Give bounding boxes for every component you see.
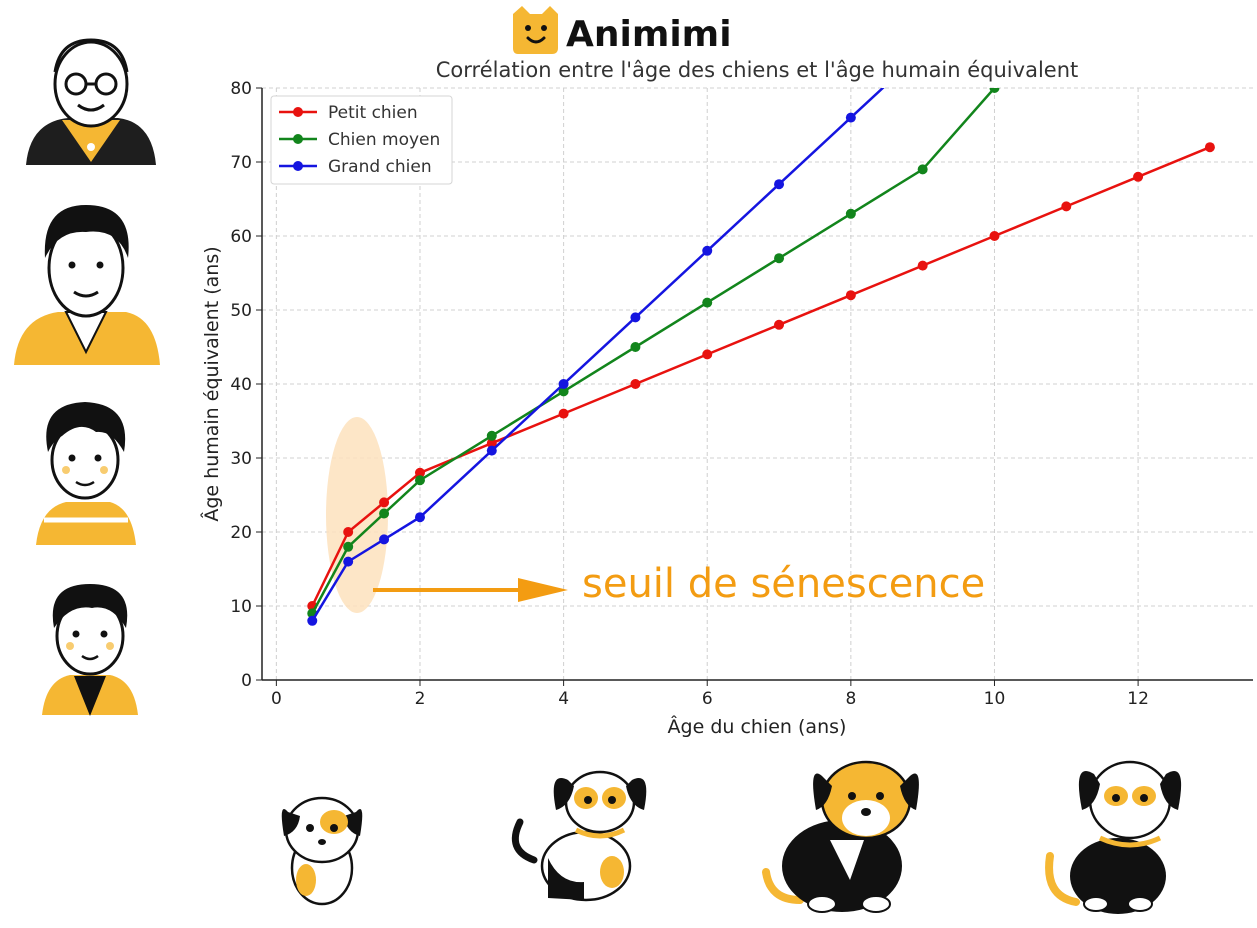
data-point <box>917 164 928 175</box>
teen-boy-illustration <box>36 402 136 545</box>
x-tick-label: 2 <box>415 689 426 709</box>
legend: Petit chien Chien moyen Grand chien <box>270 95 453 185</box>
data-point <box>630 379 641 389</box>
legend-marker <box>293 161 303 171</box>
data-point <box>343 527 354 537</box>
senescence-highlight <box>326 417 388 613</box>
data-point <box>774 253 785 264</box>
data-point <box>774 179 785 190</box>
legend-label: Chien moyen <box>328 130 440 150</box>
y-axis-label: Âge humain équivalent (ans) <box>200 246 223 521</box>
brand-name: Animimi <box>566 14 732 55</box>
data-point <box>379 508 390 519</box>
data-point <box>845 208 856 219</box>
data-point <box>1061 201 1072 212</box>
grid <box>262 87 1253 681</box>
series-layer <box>307 46 1215 626</box>
data-point <box>343 556 354 567</box>
data-point <box>845 112 856 123</box>
data-point <box>917 260 928 271</box>
series-line <box>311 146 1211 607</box>
annotation-arrowhead <box>518 578 568 602</box>
data-point <box>414 512 425 523</box>
y-tick-label: 70 <box>230 153 252 173</box>
data-point <box>774 319 785 330</box>
series-chien-moyen <box>307 88 1000 619</box>
child-boy-illustration <box>42 584 138 716</box>
series-line <box>311 88 996 614</box>
y-tick-label: 0 <box>241 671 252 691</box>
data-point <box>1133 171 1144 182</box>
x-tick-label: 0 <box>271 689 282 709</box>
data-point <box>918 46 928 56</box>
series-grand-chien <box>307 46 928 626</box>
data-point <box>343 541 354 552</box>
data-point <box>379 534 390 545</box>
y-tick-label: 10 <box>230 597 252 617</box>
data-point <box>845 290 856 301</box>
legend-marker <box>293 134 303 144</box>
senior-dog-illustration <box>1045 760 1182 914</box>
young-dog-illustration <box>511 770 647 902</box>
data-point <box>702 297 713 308</box>
data-point <box>630 312 641 323</box>
x-tick-label: 10 <box>984 689 1006 709</box>
data-point <box>307 615 318 626</box>
legend-marker <box>293 107 303 117</box>
x-tick-label: 12 <box>1127 689 1149 709</box>
elderly-man-illustration <box>26 38 156 165</box>
data-point <box>989 231 1000 241</box>
adult-dog-illustration <box>762 760 919 913</box>
data-point <box>486 445 497 456</box>
axis-ticks: 0 2 4 6 8 10 12 0 10 20 30 40 50 60 70 80 <box>230 79 1149 709</box>
cat-face-icon <box>513 6 558 54</box>
data-point <box>702 349 713 360</box>
y-tick-label: 80 <box>230 79 252 99</box>
y-tick-label: 30 <box>230 449 252 469</box>
x-tick-label: 4 <box>558 689 569 709</box>
series-petit-chien <box>307 142 1215 611</box>
data-point <box>379 497 390 508</box>
data-point <box>630 342 641 352</box>
chart-title: Corrélation entre l'âge des chiens et l'… <box>436 58 1079 82</box>
x-axis-label: Âge du chien (ans) <box>668 715 847 738</box>
annotation-label: seuil de sénescence <box>582 561 985 607</box>
puppy-illustration <box>281 796 363 906</box>
data-point <box>558 379 569 389</box>
data-point <box>558 408 569 419</box>
y-tick-label: 20 <box>230 523 252 543</box>
y-tick-label: 40 <box>230 375 252 395</box>
legend-label: Petit chien <box>328 103 418 123</box>
data-point <box>989 88 1000 93</box>
adult-man-illustration <box>14 205 160 365</box>
x-tick-label: 6 <box>702 689 713 709</box>
legend-label: Grand chien <box>328 157 432 177</box>
data-point <box>702 245 713 256</box>
data-point <box>486 438 497 449</box>
data-point <box>486 430 497 441</box>
data-point <box>414 475 425 486</box>
y-tick-label: 50 <box>230 301 252 321</box>
data-point <box>1204 142 1215 153</box>
x-tick-label: 8 <box>845 689 856 709</box>
data-point <box>414 467 425 478</box>
animimi-logo: Animimi <box>513 6 732 55</box>
senescence-annotation: seuil de sénescence <box>373 561 985 607</box>
data-point <box>558 386 569 397</box>
y-tick-label: 60 <box>230 227 252 247</box>
